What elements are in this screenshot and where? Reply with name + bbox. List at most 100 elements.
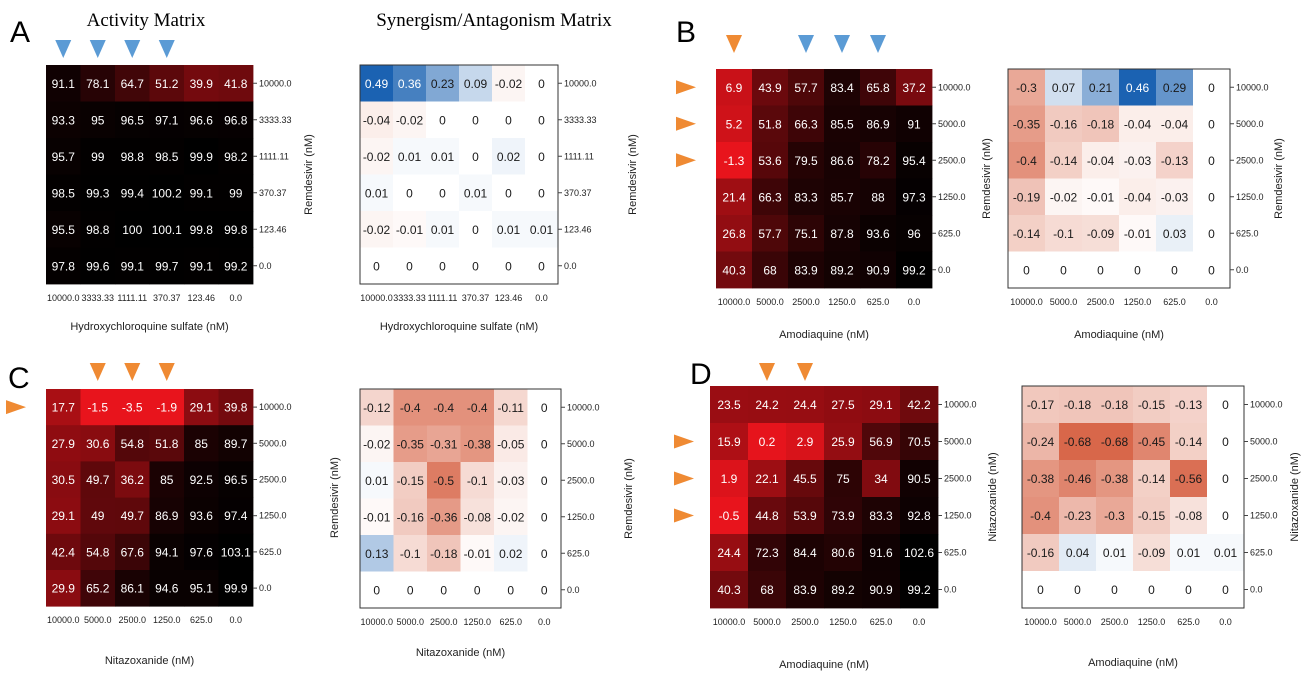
heatmap-cell [1096, 460, 1134, 498]
cell-value-label: 97.3 [902, 190, 926, 204]
cell-value-label: 49.7 [86, 473, 110, 487]
cell-value-label: -0.4 [467, 401, 488, 415]
heatmap-cell [115, 389, 150, 426]
x-tick-label: 1250.0 [463, 617, 491, 627]
heatmap-cell [1082, 69, 1120, 106]
cell-value-label: 103.1 [221, 545, 251, 559]
heatmap-cell [896, 178, 933, 216]
x-axis-label: Amodiaquine (nM) [1074, 329, 1164, 341]
heatmap-cell [218, 138, 254, 175]
cell-value-label: 0 [538, 150, 545, 164]
orange-column-marker [158, 363, 175, 381]
heatmap-cell [527, 462, 562, 499]
cell-value-label: -0.4 [400, 401, 421, 415]
x-tick-label: 0.0 [535, 293, 548, 303]
heatmap-cell [218, 389, 254, 426]
y-tick-label: 0.0 [944, 585, 957, 595]
heatmap-cell [184, 570, 219, 607]
heatmap-cell [1008, 105, 1046, 143]
cell-value-label: -0.24 [1027, 435, 1055, 449]
heatmap-cell [860, 142, 897, 179]
y-tick-label: 0.0 [567, 585, 580, 595]
heatmap-cell [862, 534, 901, 572]
cell-value-label: -0.45 [1138, 435, 1166, 449]
y-tick-label: 5000.0 [938, 119, 966, 129]
cell-value-label: 40.3 [722, 263, 746, 277]
x-tick-label: 1250.0 [828, 297, 856, 307]
cell-value-label: 86.9 [866, 117, 890, 131]
cell-value-label: 86.9 [155, 509, 179, 523]
y-tick-label: 625.0 [1250, 548, 1273, 558]
cell-value-label: 92.8 [907, 509, 931, 523]
heatmap-cell [1022, 386, 1060, 424]
y-tick-label: 1250.0 [259, 511, 287, 521]
cell-value-label: 0 [1074, 583, 1081, 597]
heatmap-cell [860, 105, 897, 143]
heatmap-cell [1119, 215, 1157, 252]
x-tick-label: 123.46 [495, 293, 523, 303]
cell-value-label: 23.5 [717, 398, 741, 412]
cell-value-label: 30.6 [86, 437, 110, 451]
cell-value-label: -0.5 [433, 474, 454, 488]
heatmap-cell [900, 534, 939, 572]
heatmap-cell [1133, 460, 1171, 498]
cell-value-label: 99.3 [86, 186, 110, 200]
heatmap-cell [492, 138, 526, 175]
cell-value-label: -0.05 [497, 437, 525, 451]
x-tick-label: 5000.0 [753, 617, 781, 627]
cell-value-label: -3.5 [122, 401, 143, 415]
heatmap-cell [46, 247, 81, 285]
cell-value-label: 0 [1060, 263, 1067, 277]
cell-value-label: 80.6 [831, 546, 855, 560]
cell-value-label: 53.9 [793, 509, 817, 523]
cell-value-label: -0.17 [1027, 398, 1055, 412]
cell-value-label: 95.5 [52, 223, 76, 237]
heatmap-cell [525, 211, 559, 248]
heatmap-cell [1207, 571, 1245, 609]
cell-value-label: -0.01 [464, 547, 492, 561]
heatmap-cell [360, 247, 394, 285]
heatmap-cell [460, 498, 495, 536]
cell-value-label: 0 [1023, 263, 1030, 277]
heatmap-cell [527, 425, 562, 463]
cell-value-label: 0 [1208, 117, 1215, 131]
orange-column-marker [759, 363, 775, 381]
x-tick-label: 5000.0 [396, 617, 424, 627]
heatmap-cell [426, 211, 460, 248]
x-tick-label: 370.37 [153, 293, 181, 303]
cell-value-label: 84.4 [793, 546, 817, 560]
heatmap-cell [824, 178, 861, 216]
heatmap-cell [710, 571, 749, 609]
heatmap-cell [184, 247, 219, 285]
cell-value-label: -0.02 [497, 510, 525, 524]
heatmap-cell [710, 534, 749, 572]
cell-value-label: 0 [439, 113, 446, 127]
heatmap-cell [1008, 142, 1046, 179]
y-axis-label: Remdesivir (nM) [627, 134, 639, 215]
cell-value-label: -0.15 [1138, 509, 1166, 523]
cell-value-label: 0.01 [1103, 546, 1127, 560]
cell-value-label: -0.31 [430, 437, 458, 451]
heatmap-cell [494, 571, 528, 609]
cell-value-label: 0 [1222, 398, 1229, 412]
x-tick-label: 5000.0 [84, 615, 112, 625]
heatmap-cell [80, 533, 116, 571]
heatmap-cell [824, 460, 863, 498]
cell-value-label: 0 [474, 583, 481, 597]
y-tick-label: 1250.0 [938, 192, 966, 202]
cell-value-label: 0 [472, 259, 479, 273]
cell-value-label: -0.02 [495, 77, 523, 91]
cell-value-label: -0.01 [363, 510, 391, 524]
heatmap-cell [1022, 423, 1060, 461]
cell-value-label: 0.01 [365, 474, 389, 488]
heatmap-cell [1193, 69, 1231, 106]
heatmap-cell [218, 533, 254, 571]
heatmap-cell [426, 174, 460, 212]
y-tick-label: 5000.0 [944, 437, 972, 447]
heatmap-cell [1170, 534, 1208, 572]
orange-column-marker [726, 35, 742, 53]
cell-value-label: 89.7 [224, 437, 248, 451]
x-tick-label: 625.0 [499, 617, 522, 627]
heatmap-cell [1045, 215, 1083, 252]
y-tick-label: 10000.0 [567, 402, 600, 412]
